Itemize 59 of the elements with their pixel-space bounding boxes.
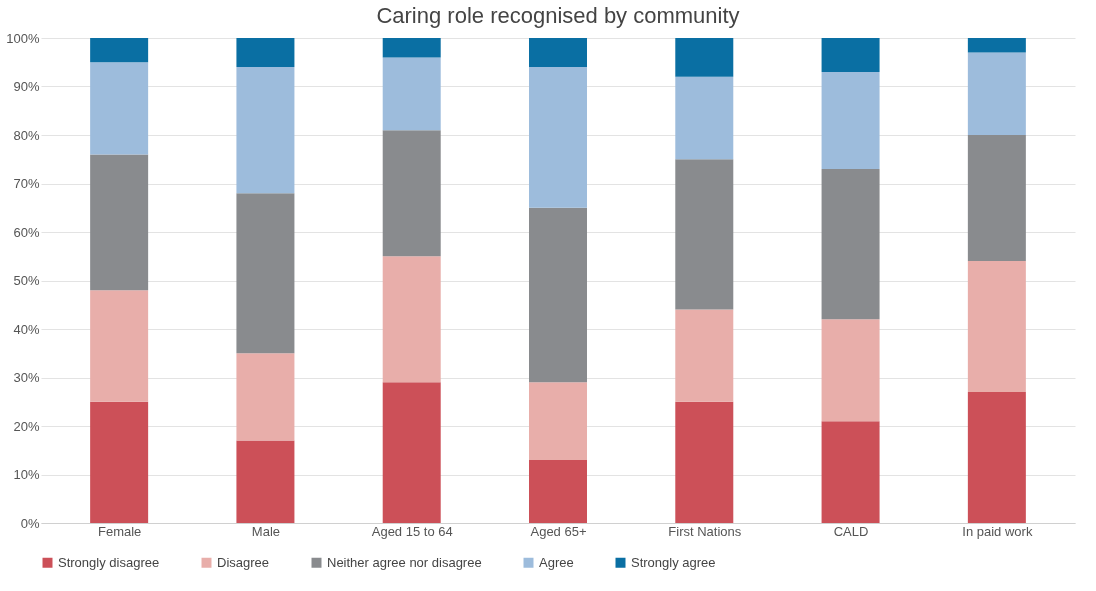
bar (675, 309, 734, 402)
x-tick-label: Female (97, 523, 142, 539)
y-tick-label: 60% (13, 224, 40, 240)
bar (236, 38, 295, 68)
bar (382, 382, 441, 523)
bar (967, 261, 1026, 393)
y-tick-label: 50% (13, 273, 40, 288)
y-tick-label: 100% (6, 30, 40, 46)
chart-title: Caring role recognised by community (376, 3, 740, 28)
bar (821, 38, 880, 72)
bar (236, 193, 295, 354)
y-tick-label: 30% (13, 370, 40, 385)
y-tick-label: 70% (13, 176, 40, 191)
y-tick-label: 90% (13, 79, 40, 94)
bar (675, 38, 734, 77)
legend-label: Agree (539, 554, 574, 570)
y-tick-label: 0% (20, 515, 40, 531)
bar (675, 401, 734, 523)
y-tick-label: 20% (13, 418, 40, 434)
legend-label: Strongly agree (631, 554, 716, 570)
x-tick-label: Male (251, 523, 281, 539)
bar (529, 67, 587, 208)
bar (529, 207, 587, 383)
bar (90, 290, 149, 402)
bar (382, 130, 441, 257)
bar (529, 459, 587, 523)
y-tick-label: 80% (13, 127, 40, 143)
bar (967, 392, 1026, 523)
bar (821, 71, 880, 169)
bar (967, 135, 1026, 262)
bar (236, 440, 295, 523)
legend-label: Neither agree nor disagree (327, 554, 482, 570)
bar (382, 38, 441, 58)
x-tick-label: Aged 65+ (530, 523, 587, 539)
bar (967, 52, 1026, 135)
y-tick-label: 40% (13, 321, 40, 337)
x-tick-label: First Nations (668, 523, 742, 539)
bar (821, 168, 880, 320)
bar (90, 38, 149, 63)
bar (90, 62, 149, 155)
legend-label: Strongly disagree (58, 554, 160, 570)
bar (821, 421, 880, 523)
bar (382, 57, 441, 131)
bar (967, 38, 1026, 53)
bar (675, 159, 734, 310)
bar (529, 38, 587, 68)
bar (90, 401, 149, 523)
bar (675, 76, 734, 160)
x-tick-label: CALD (833, 523, 869, 539)
bar (529, 382, 587, 460)
legend-label: Disagree (217, 554, 270, 570)
x-tick-label: In paid work (962, 523, 1033, 539)
bar (90, 154, 149, 291)
bar (236, 67, 295, 194)
bar (382, 256, 441, 383)
bar (821, 319, 880, 422)
bar (236, 353, 295, 441)
x-tick-label: Aged 15 to 64 (371, 523, 453, 539)
y-tick-label: 10% (13, 467, 40, 482)
